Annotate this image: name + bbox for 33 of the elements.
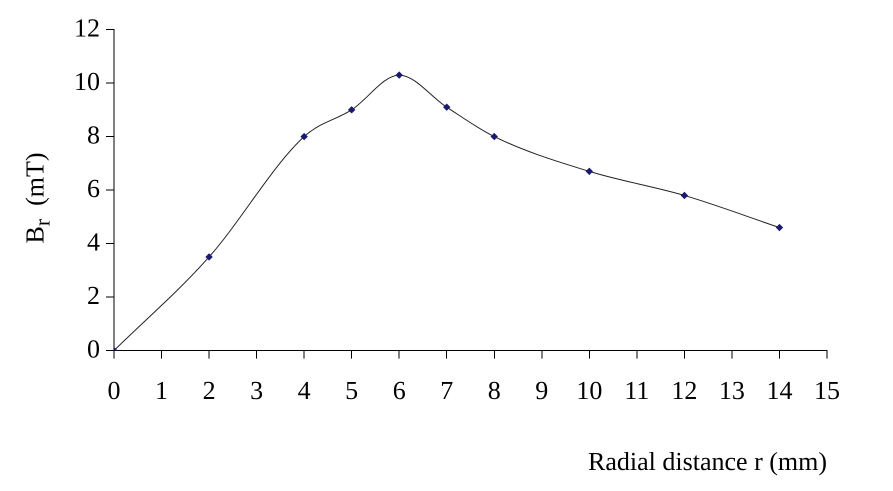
y-tick-label: 2 xyxy=(87,280,100,310)
x-tick-label: 0 xyxy=(108,376,120,406)
point xyxy=(490,133,498,140)
x-tick-label: 13 xyxy=(718,376,745,406)
x-tick-label: 7 xyxy=(440,376,454,406)
point xyxy=(348,106,356,114)
x-tick-label: 15 xyxy=(814,376,840,406)
x-tick-label: 2 xyxy=(202,376,216,406)
y-tick-label: 12 xyxy=(74,13,100,42)
point xyxy=(776,224,783,232)
point xyxy=(443,104,450,111)
x-tick-label: 10 xyxy=(576,376,602,406)
x-tick-label: 11 xyxy=(624,376,650,406)
y-tick-label: 10 xyxy=(74,66,100,96)
y-tick-label: 4 xyxy=(87,227,100,256)
x-tick-label: 6 xyxy=(392,376,406,406)
point xyxy=(680,192,688,199)
y-tick-label: 8 xyxy=(87,120,100,150)
x-tick-label: 8 xyxy=(488,376,501,406)
x-tick-label: 3 xyxy=(250,376,264,406)
point xyxy=(206,253,213,260)
x-tick-label: 4 xyxy=(298,376,311,406)
point xyxy=(586,168,593,175)
x-tick-label: 9 xyxy=(535,376,548,406)
x-tick-label: 1 xyxy=(155,376,168,406)
point xyxy=(300,133,308,140)
y-tick-label: 0 xyxy=(87,334,100,364)
x-axis-title: Radial distance r (mm) xyxy=(588,447,827,476)
point xyxy=(396,72,403,79)
x-tick-label: 5 xyxy=(345,376,358,406)
y-tick-label: 6 xyxy=(87,174,100,203)
x-tick-label: 12 xyxy=(671,376,698,406)
x-tick-label: 14 xyxy=(766,376,792,406)
